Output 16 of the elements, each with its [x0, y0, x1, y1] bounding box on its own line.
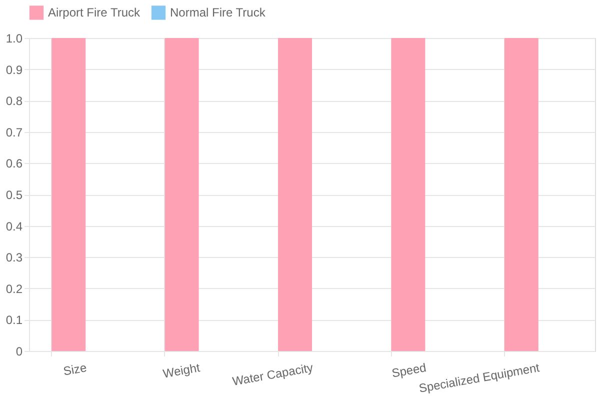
y-tick-label: 1.0: [6, 32, 23, 46]
y-tick-label: 0.8: [6, 94, 23, 108]
legend-label: Airport Fire Truck: [48, 6, 142, 20]
y-tick-label: 0.5: [6, 188, 23, 202]
legend-label: Normal Fire Truck: [170, 6, 266, 20]
y-tick-label: 0.1: [6, 313, 23, 328]
y-tick-label: 0.7: [6, 125, 23, 140]
y-tick-label: 0.4: [6, 219, 23, 234]
y-tick-label: 0: [16, 344, 23, 358]
y-tick-label: 0.2: [6, 282, 23, 296]
x-tick-label: Water Capacity: [231, 360, 314, 388]
x-tick-label: Weight: [162, 360, 202, 381]
x-tick-label: Size: [62, 360, 88, 378]
y-tick-label: 0.9: [6, 62, 23, 77]
y-tick-label: 0.3: [6, 250, 23, 265]
y-tick-label: 0.6: [6, 156, 23, 171]
